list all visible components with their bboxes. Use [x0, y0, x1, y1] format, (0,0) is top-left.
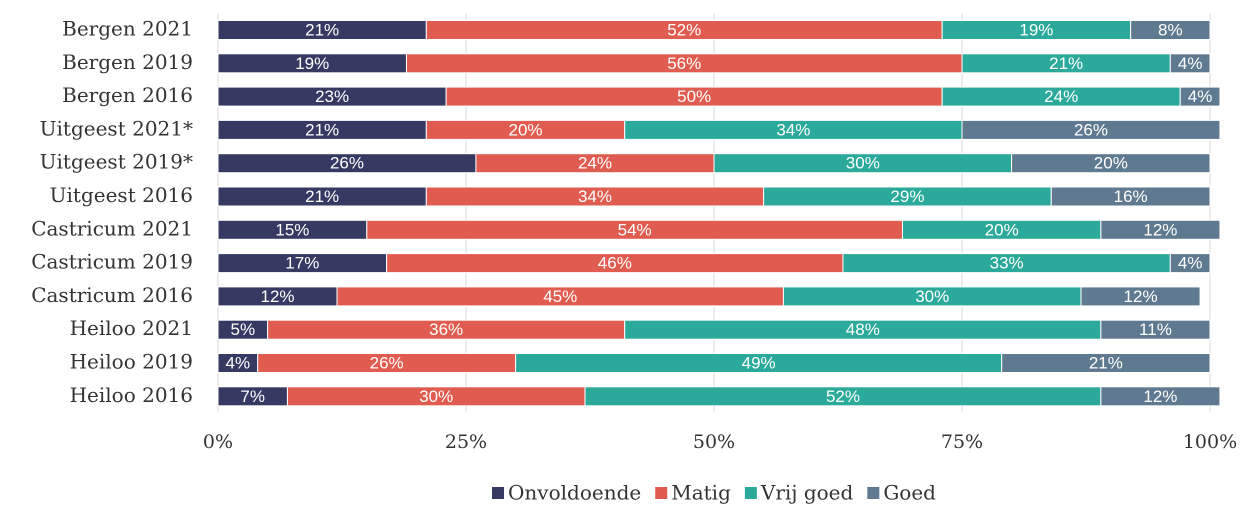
value-label: 4% — [1178, 54, 1203, 73]
value-label: 20% — [985, 220, 1019, 239]
value-label: 48% — [846, 320, 880, 339]
category-label: Uitgeest 2021* — [40, 116, 193, 140]
value-label: 11% — [1139, 320, 1172, 339]
x-tick-label: 0% — [203, 431, 233, 453]
bar-segment — [1080, 286, 1201, 307]
value-label: 33% — [990, 254, 1024, 273]
value-label: 21% — [1089, 353, 1123, 372]
value-label: 54% — [618, 220, 652, 239]
bar-segment — [1001, 353, 1211, 373]
value-label: 26% — [370, 353, 404, 372]
bar-segment — [1050, 186, 1211, 207]
value-label: 56% — [667, 54, 701, 73]
legend-swatch — [867, 487, 880, 499]
x-tick-label: 100% — [1183, 431, 1237, 453]
value-label: 12% — [1143, 220, 1177, 239]
bar-segment — [1169, 253, 1211, 274]
bar-segment — [1169, 53, 1211, 74]
value-label: 21% — [305, 20, 339, 39]
legend-swatch — [655, 487, 668, 499]
legend-label: Goed — [883, 481, 936, 505]
value-label: 4% — [1178, 254, 1203, 273]
value-label: 50% — [677, 87, 711, 106]
value-label: 15% — [275, 220, 309, 239]
legend-swatch — [492, 487, 505, 499]
category-label: Heiloo 2019 — [70, 350, 193, 374]
value-label: 36% — [429, 320, 463, 339]
value-label: 19% — [1019, 20, 1053, 39]
value-label: 12% — [1124, 287, 1158, 306]
value-label: 21% — [305, 120, 339, 139]
value-label: 52% — [667, 20, 701, 39]
value-label: 24% — [1044, 87, 1078, 106]
bar-segment — [1100, 219, 1221, 240]
category-label: Castricum 2019 — [31, 250, 193, 274]
bar-segment — [1100, 319, 1211, 340]
value-label: 20% — [1094, 154, 1128, 173]
value-label: 8% — [1158, 20, 1183, 39]
bar-segment — [1100, 386, 1221, 407]
value-label: 24% — [578, 154, 612, 173]
category-label: Uitgeest 2019* — [40, 150, 193, 174]
value-label: 29% — [890, 187, 924, 206]
value-label: 49% — [742, 353, 776, 372]
category-label: Bergen 2021 — [62, 17, 193, 41]
value-label: 19% — [295, 54, 329, 73]
value-label: 21% — [1049, 54, 1083, 73]
value-label: 4% — [226, 353, 251, 372]
value-label: 17% — [285, 254, 319, 273]
value-label: 26% — [1074, 120, 1108, 139]
value-label: 23% — [315, 87, 349, 106]
value-label: 5% — [231, 320, 256, 339]
x-tick-label: 25% — [445, 431, 487, 453]
category-label: Castricum 2016 — [31, 283, 193, 307]
category-label: Heiloo 2016 — [70, 383, 193, 407]
value-label: 34% — [776, 120, 810, 139]
category-label: Bergen 2019 — [62, 50, 193, 74]
value-label: 7% — [240, 387, 265, 406]
legend-label: Onvoldoende — [508, 481, 641, 505]
value-label: 30% — [915, 287, 949, 306]
x-tick-label: 50% — [693, 431, 735, 453]
category-label: Bergen 2016 — [62, 83, 193, 107]
value-label: 4% — [1188, 87, 1213, 106]
bar-segment — [1179, 86, 1221, 107]
x-tick-label: 75% — [941, 431, 983, 453]
value-label: 30% — [846, 154, 880, 173]
legend: Onvoldoende Matig Vrij goed Goed — [492, 481, 936, 505]
legend-label: Matig — [671, 481, 731, 505]
value-label: 12% — [261, 287, 295, 306]
value-label: 34% — [578, 187, 612, 206]
value-label: 46% — [598, 254, 632, 273]
value-label: 16% — [1114, 187, 1148, 206]
value-label: 12% — [1143, 387, 1177, 406]
bar-segment — [1130, 20, 1211, 40]
value-label: 26% — [330, 154, 364, 173]
value-label: 52% — [826, 387, 860, 406]
value-label: 30% — [419, 387, 453, 406]
value-label: 21% — [305, 187, 339, 206]
category-label: Heiloo 2021 — [70, 316, 193, 340]
legend-label: Vrij goed — [760, 481, 854, 505]
category-label: Castricum 2021 — [31, 216, 193, 240]
category-label: Uitgeest 2016 — [50, 183, 193, 207]
bar-segment — [961, 119, 1221, 140]
value-label: 20% — [509, 120, 543, 139]
bar-segment — [1011, 153, 1211, 174]
legend-swatch — [744, 487, 757, 499]
value-label: 45% — [543, 287, 577, 306]
